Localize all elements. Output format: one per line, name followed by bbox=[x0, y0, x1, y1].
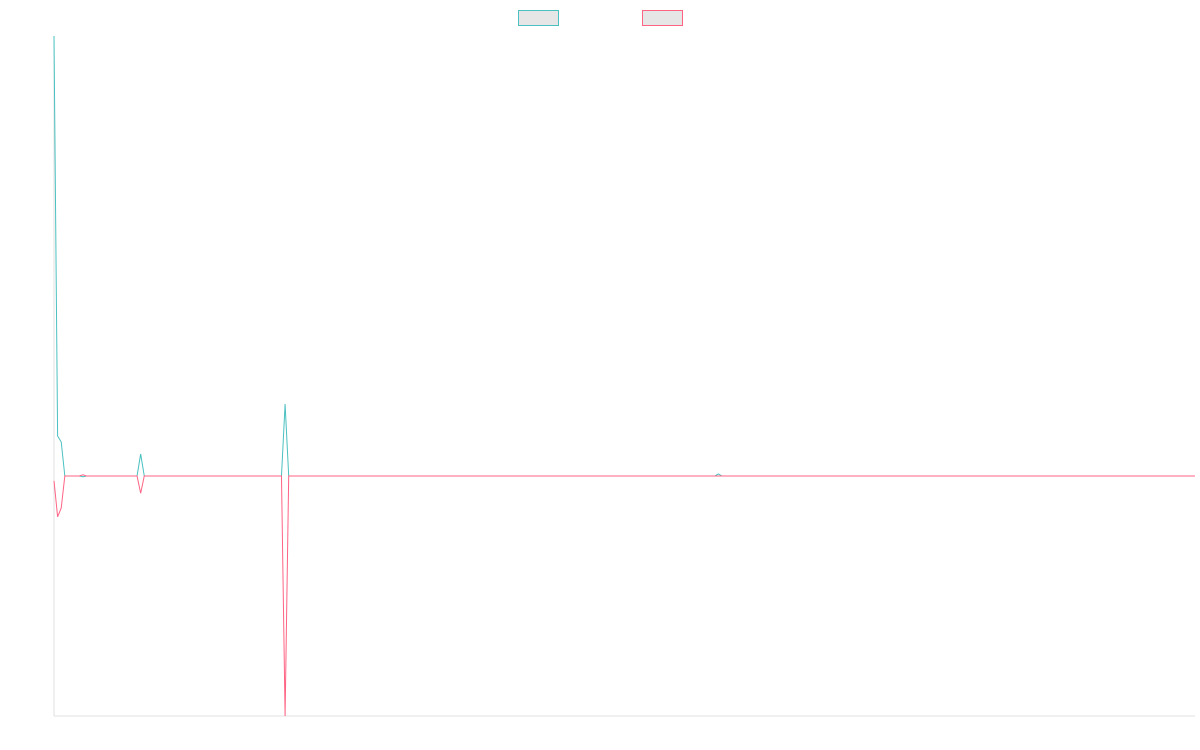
legend-swatch[interactable] bbox=[642, 10, 683, 26]
legend-swatch[interactable] bbox=[518, 10, 559, 26]
series-line bbox=[53, 35, 1195, 478]
series-line bbox=[53, 474, 1195, 717]
